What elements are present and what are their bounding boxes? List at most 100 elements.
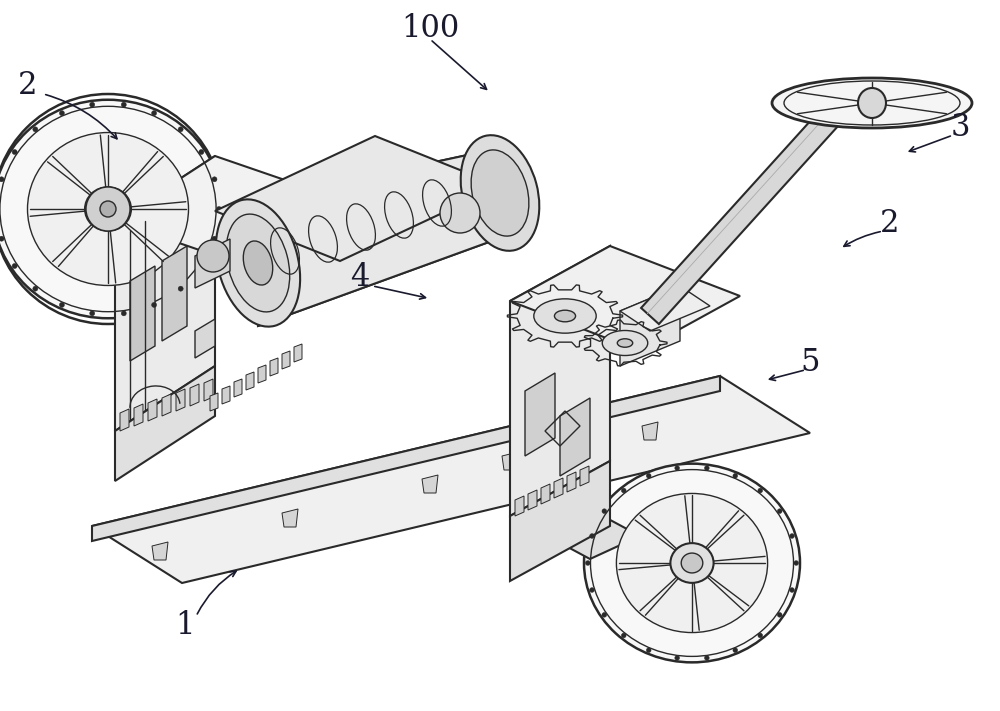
Circle shape bbox=[12, 149, 17, 154]
Circle shape bbox=[33, 286, 38, 292]
Polygon shape bbox=[100, 201, 215, 271]
Polygon shape bbox=[190, 384, 199, 406]
Text: 1: 1 bbox=[175, 610, 195, 641]
Polygon shape bbox=[148, 399, 157, 421]
Polygon shape bbox=[234, 379, 242, 397]
Circle shape bbox=[197, 240, 229, 272]
Ellipse shape bbox=[471, 150, 529, 236]
Polygon shape bbox=[510, 493, 640, 559]
Ellipse shape bbox=[602, 331, 648, 356]
Circle shape bbox=[777, 509, 782, 513]
Polygon shape bbox=[162, 394, 171, 416]
Polygon shape bbox=[620, 286, 710, 331]
Circle shape bbox=[646, 474, 651, 479]
Circle shape bbox=[121, 102, 126, 107]
Ellipse shape bbox=[617, 338, 633, 347]
Polygon shape bbox=[510, 461, 610, 581]
Circle shape bbox=[790, 534, 794, 538]
Circle shape bbox=[59, 302, 64, 307]
Ellipse shape bbox=[216, 199, 300, 326]
Polygon shape bbox=[204, 379, 213, 401]
Ellipse shape bbox=[554, 310, 576, 322]
Ellipse shape bbox=[858, 88, 886, 118]
Text: 100: 100 bbox=[401, 13, 459, 44]
Ellipse shape bbox=[534, 299, 596, 333]
Circle shape bbox=[621, 633, 626, 638]
Circle shape bbox=[621, 488, 626, 493]
Circle shape bbox=[733, 648, 738, 653]
Circle shape bbox=[216, 206, 222, 212]
Circle shape bbox=[590, 534, 594, 538]
Polygon shape bbox=[120, 409, 129, 431]
Polygon shape bbox=[515, 496, 524, 516]
Polygon shape bbox=[510, 246, 740, 351]
Polygon shape bbox=[215, 136, 500, 261]
Polygon shape bbox=[115, 366, 215, 481]
Polygon shape bbox=[270, 358, 278, 376]
Circle shape bbox=[152, 302, 157, 307]
Polygon shape bbox=[246, 372, 254, 390]
Text: 2: 2 bbox=[18, 70, 38, 101]
Circle shape bbox=[59, 111, 64, 116]
Polygon shape bbox=[620, 286, 680, 366]
Circle shape bbox=[178, 127, 183, 132]
Circle shape bbox=[33, 127, 38, 132]
Circle shape bbox=[0, 177, 4, 182]
Circle shape bbox=[794, 561, 799, 565]
Ellipse shape bbox=[243, 241, 273, 285]
Ellipse shape bbox=[96, 198, 120, 220]
Circle shape bbox=[733, 474, 738, 479]
Circle shape bbox=[199, 149, 204, 154]
Circle shape bbox=[585, 561, 590, 565]
Polygon shape bbox=[510, 246, 610, 516]
Polygon shape bbox=[134, 404, 143, 426]
Ellipse shape bbox=[28, 132, 188, 286]
Circle shape bbox=[100, 201, 116, 217]
Polygon shape bbox=[422, 475, 438, 493]
Ellipse shape bbox=[226, 214, 290, 312]
Circle shape bbox=[602, 612, 607, 617]
Circle shape bbox=[590, 587, 594, 592]
Text: 3: 3 bbox=[950, 112, 970, 144]
Polygon shape bbox=[176, 389, 185, 411]
Circle shape bbox=[178, 286, 183, 292]
Polygon shape bbox=[282, 509, 298, 527]
Circle shape bbox=[790, 587, 794, 592]
Polygon shape bbox=[528, 490, 537, 510]
Ellipse shape bbox=[616, 493, 768, 633]
Circle shape bbox=[121, 311, 126, 316]
Polygon shape bbox=[580, 466, 589, 486]
Polygon shape bbox=[222, 386, 230, 404]
Polygon shape bbox=[642, 422, 658, 440]
Circle shape bbox=[0, 236, 4, 241]
Text: 4: 4 bbox=[350, 262, 370, 293]
Circle shape bbox=[675, 466, 680, 471]
Circle shape bbox=[212, 236, 217, 241]
Polygon shape bbox=[258, 365, 266, 383]
Ellipse shape bbox=[670, 543, 714, 583]
Polygon shape bbox=[560, 398, 590, 476]
Polygon shape bbox=[554, 478, 563, 498]
Polygon shape bbox=[282, 351, 290, 369]
Circle shape bbox=[758, 633, 763, 638]
Polygon shape bbox=[92, 376, 720, 541]
Circle shape bbox=[675, 656, 680, 661]
Circle shape bbox=[12, 264, 17, 269]
Polygon shape bbox=[567, 472, 576, 492]
Polygon shape bbox=[115, 156, 375, 276]
Circle shape bbox=[90, 102, 95, 107]
Polygon shape bbox=[525, 373, 555, 456]
Polygon shape bbox=[92, 376, 810, 583]
Ellipse shape bbox=[772, 78, 972, 128]
Ellipse shape bbox=[584, 464, 800, 663]
Circle shape bbox=[704, 466, 709, 471]
Polygon shape bbox=[195, 319, 215, 358]
Polygon shape bbox=[130, 266, 155, 361]
Circle shape bbox=[86, 187, 130, 231]
Circle shape bbox=[440, 193, 480, 233]
Circle shape bbox=[602, 509, 607, 513]
Polygon shape bbox=[562, 441, 578, 459]
Ellipse shape bbox=[461, 135, 539, 251]
Text: 5: 5 bbox=[800, 347, 820, 378]
Polygon shape bbox=[294, 344, 302, 362]
